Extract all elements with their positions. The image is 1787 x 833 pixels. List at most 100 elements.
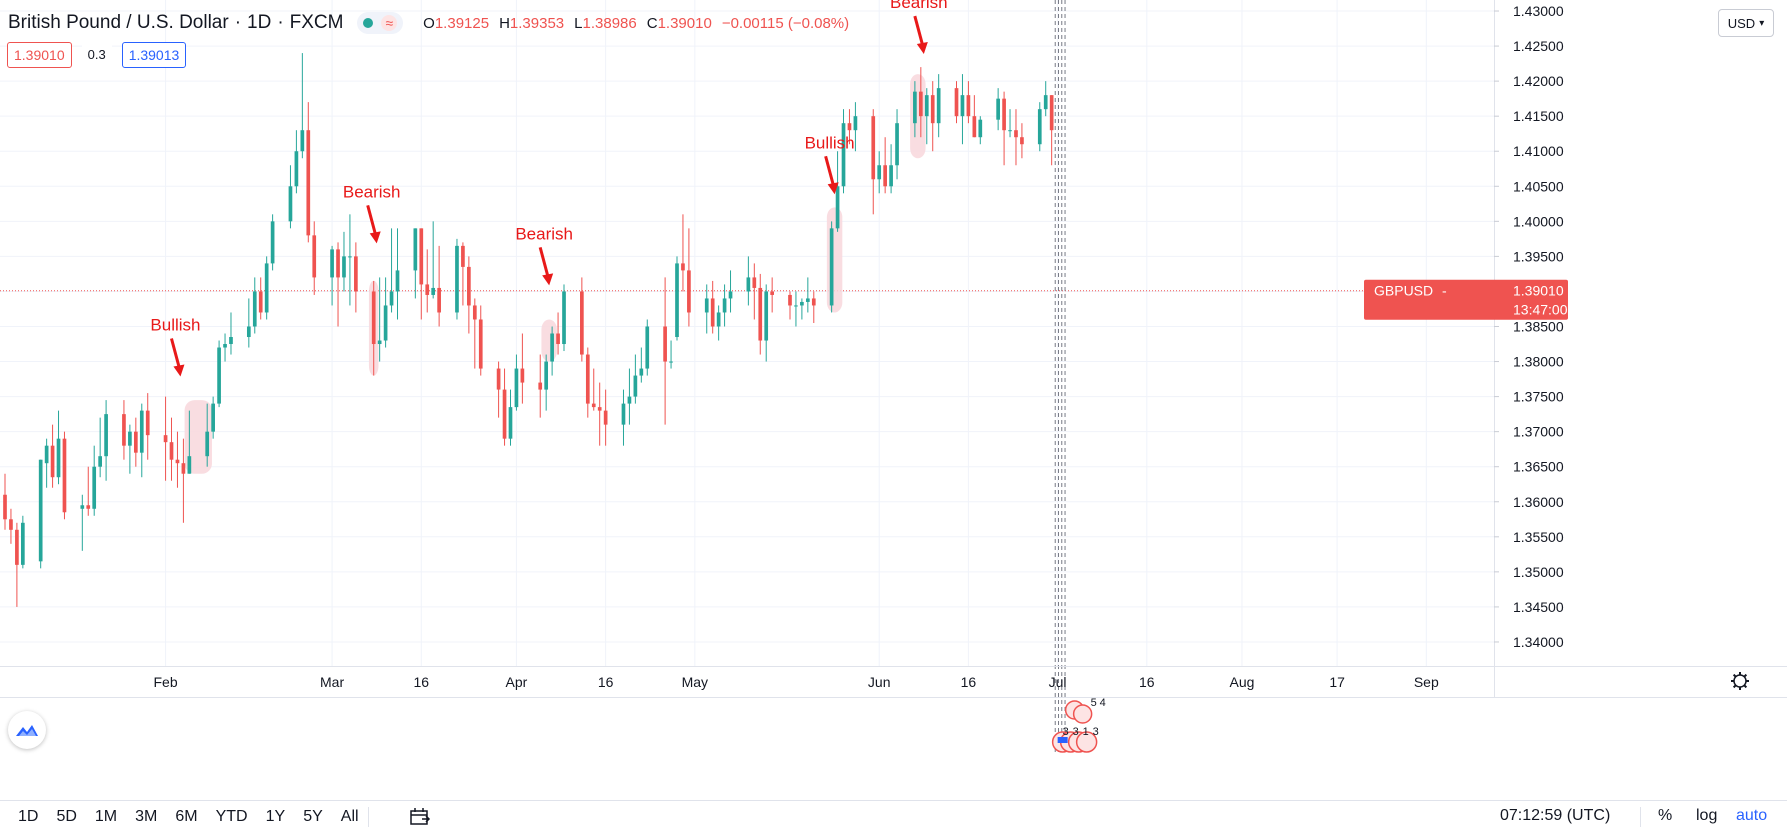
- candle: [336, 242, 340, 327]
- candle: [996, 88, 1000, 131]
- candle: [478, 305, 483, 376]
- candle: [270, 214, 275, 271]
- price-axis[interactable]: 1.34000 1.34500 1.35000 1.35500 1.36000 1.365…: [1494, 0, 1787, 697]
- buy-button[interactable]: 1.39013: [121, 42, 187, 68]
- time-tick-label: 16: [598, 674, 614, 690]
- range-button-3m[interactable]: 3M: [135, 808, 158, 825]
- candle-body: [544, 361, 549, 390]
- ohlc-open-value: 1.39125: [434, 14, 490, 32]
- candle-body: [794, 305, 798, 307]
- candle: [550, 326, 554, 376]
- range-button-all[interactable]: All: [340, 808, 359, 825]
- candle: [585, 347, 590, 418]
- candle-body: [585, 354, 590, 404]
- symbol-title[interactable]: British Pound / U.S. Dollar: [8, 12, 229, 33]
- candle-body: [246, 326, 251, 338]
- range-button-6m[interactable]: 6M: [175, 808, 198, 825]
- candle-body: [562, 291, 566, 345]
- candle-body: [669, 361, 673, 363]
- candle-body: [3, 494, 7, 520]
- range-button-1y[interactable]: 1Y: [265, 808, 286, 825]
- candle-body: [175, 459, 180, 464]
- range-button-ytd[interactable]: YTD: [215, 808, 248, 825]
- candle-body: [371, 291, 376, 345]
- candle: [794, 291, 798, 327]
- calendar-go-to-icon[interactable]: [409, 807, 431, 827]
- event-count-label: 3: [1073, 726, 1079, 738]
- log-scale-toggle[interactable]: log: [1696, 807, 1718, 824]
- candle-body: [431, 287, 436, 295]
- candle: [514, 354, 519, 411]
- candle: [139, 403, 144, 478]
- candle: [264, 256, 269, 320]
- candle: [467, 256, 471, 334]
- annotation-arrow-head: [369, 231, 381, 244]
- auto-scale-toggle[interactable]: auto: [1736, 807, 1768, 824]
- toolbar-divider: [1640, 807, 1641, 827]
- candle: [98, 417, 102, 478]
- candle: [258, 277, 263, 320]
- range-button-1d[interactable]: 1D: [18, 808, 39, 825]
- candle: [425, 249, 430, 313]
- candle-body: [800, 301, 804, 306]
- candle-body: [996, 98, 1000, 120]
- candle: [455, 238, 459, 320]
- candle: [1049, 95, 1054, 166]
- candle-body: [675, 263, 679, 338]
- candle-body: [514, 368, 519, 408]
- candle-body: [508, 407, 513, 439]
- market-status-pill[interactable]: ≈: [357, 12, 404, 34]
- price-tick-label: 1.37500: [1513, 389, 1564, 405]
- candle-body: [86, 505, 91, 509]
- data-delay-icon: ≈: [381, 15, 398, 31]
- candle: [675, 256, 679, 341]
- candle: [924, 88, 929, 145]
- utc-clock[interactable]: 07:12:59 (UTC): [1500, 807, 1611, 824]
- sell-button[interactable]: 1.39010: [7, 42, 72, 68]
- time-axis[interactable]: Feb Mar 16 Apr 16 May Jun 16 Jul 16 Aug 17 Sep: [0, 666, 1787, 698]
- candle: [847, 109, 852, 145]
- range-button-5y[interactable]: 5Y: [303, 808, 323, 825]
- event-markers[interactable]: 5 43 3 1 3: [1051, 697, 1106, 753]
- settings-gear-icon[interactable]: [1731, 672, 1749, 690]
- candle-body: [264, 263, 269, 313]
- candle: [829, 221, 834, 313]
- candle-body: [467, 266, 471, 306]
- candle-body: [1014, 130, 1018, 138]
- candle-body: [205, 431, 210, 457]
- candle-body: [853, 116, 858, 131]
- candle: [1037, 102, 1042, 152]
- price-axis-background: [1494, 0, 1787, 697]
- settings-gear-tooth: [1732, 673, 1737, 678]
- candle-body: [389, 291, 394, 306]
- candle: [889, 144, 893, 194]
- tradingview-logo[interactable]: [8, 711, 46, 749]
- candle-body: [377, 340, 382, 345]
- candle: [805, 277, 810, 313]
- candle: [544, 354, 549, 411]
- candle: [752, 263, 757, 320]
- interval-label[interactable]: 1D: [247, 12, 272, 33]
- candle-body: [437, 287, 441, 313]
- candle: [419, 228, 424, 320]
- currency-selector[interactable]: USD ▾: [1718, 9, 1774, 37]
- candle: [348, 214, 352, 306]
- candle: [342, 231, 346, 292]
- range-button-5d[interactable]: 5D: [56, 808, 77, 825]
- uk-flag-icon: [1072, 704, 1093, 724]
- candle-body: [603, 410, 608, 425]
- range-button-1m[interactable]: 1M: [94, 808, 118, 825]
- candle: [877, 151, 882, 194]
- us-flag-canton: [1057, 737, 1068, 743]
- candle-body: [591, 403, 596, 408]
- candle: [413, 228, 418, 299]
- candle-body: [550, 333, 554, 362]
- candle: [835, 151, 840, 232]
- percent-scale-toggle[interactable]: %: [1658, 807, 1673, 824]
- candle: [597, 382, 602, 446]
- candle-body: [20, 522, 25, 565]
- candle-body: [936, 88, 941, 124]
- candle-body: [972, 116, 977, 138]
